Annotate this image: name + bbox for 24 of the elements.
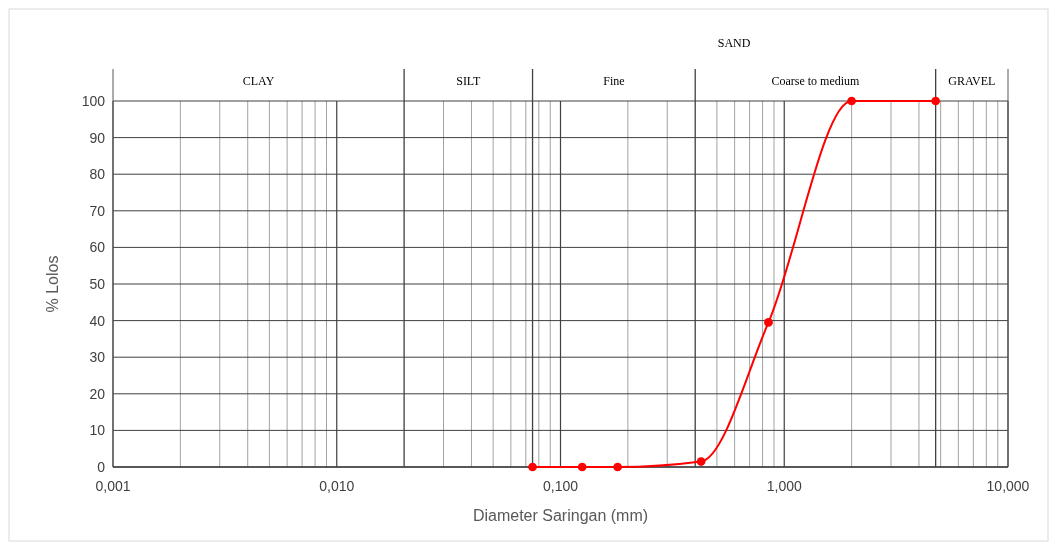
y-tick-label: 20 bbox=[89, 385, 106, 402]
text: Coarse to medium bbox=[771, 74, 861, 88]
text: Fine bbox=[603, 74, 625, 88]
text: SAND bbox=[717, 36, 751, 50]
x-tick-label: 10,000 bbox=[986, 478, 1030, 494]
y-tick-label: 30 bbox=[89, 349, 106, 366]
y-axis-title: % Lolos bbox=[44, 255, 61, 313]
x-axis-title: Diameter Saringan (mm) bbox=[472, 507, 649, 524]
x-tick-label: 1,000 bbox=[766, 478, 802, 494]
text: CLAY bbox=[242, 74, 275, 88]
x-tick-label: 0,001 bbox=[95, 478, 131, 494]
y-tick-label: 90 bbox=[89, 129, 106, 146]
y-tick-label: 0 bbox=[97, 459, 106, 475]
y-tick-label: 10 bbox=[89, 422, 106, 439]
y-tick-label: 80 bbox=[89, 166, 106, 183]
text: GRAVEL bbox=[948, 74, 996, 88]
x-tick-label: 0,010 bbox=[319, 478, 355, 494]
text: SILT bbox=[456, 74, 482, 88]
y-tick-label: 40 bbox=[89, 312, 106, 329]
y-tick-label: 50 bbox=[89, 276, 106, 292]
y-tick-label: 60 bbox=[89, 239, 106, 256]
y-tick-label: 70 bbox=[89, 202, 106, 219]
x-tick-label: 0,100 bbox=[542, 478, 579, 494]
y-tick-label: 100 bbox=[81, 93, 106, 109]
